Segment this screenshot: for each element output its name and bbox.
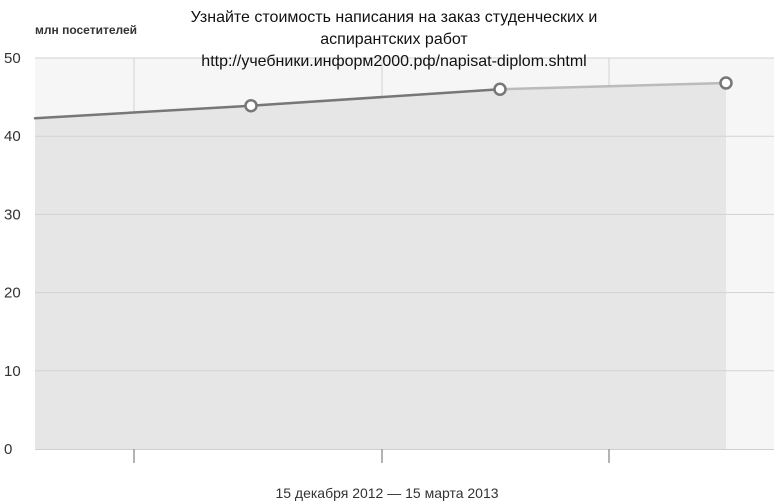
x-axis-caption: 15 декабря 2012 — 15 марта 2013 (275, 485, 498, 501)
y-axis-tick-labels: 0 10 20 30 40 50 (4, 50, 21, 458)
series-area (35, 83, 726, 450)
y-tick-label-30: 30 (4, 206, 21, 223)
series-line-segment-1 (249, 88, 502, 107)
banner-line-1: Узнайте стоимость написания на заказ сту… (191, 9, 598, 26)
y-tick-label-20: 20 (4, 285, 21, 302)
banner-line-2: аспирантских работ (320, 31, 468, 48)
series-line-segment-2 (498, 81, 728, 91)
y-tick-label-0: 0 (4, 441, 12, 458)
y-tick-label-10: 10 (4, 363, 21, 380)
series-markers (244, 76, 733, 113)
data-point-1 (244, 98, 258, 113)
series-lines (33, 81, 728, 120)
data-point-3 (719, 76, 733, 90)
y-tick-label-50: 50 (4, 50, 21, 67)
series-line-segment-0 (33, 104, 253, 120)
x-axis-tick-marks (133, 449, 610, 463)
banner-link[interactable]: http://учебники.информ2000.рф/napisat-di… (201, 53, 586, 70)
horizontal-gridlines (35, 57, 774, 372)
data-point-2 (493, 82, 507, 97)
banner-line-3[interactable]: http://учебники.информ2000.рф/napisat-di… (201, 53, 586, 70)
y-axis-unit-label: млн посетителей (35, 23, 137, 37)
y-tick-label-40: 40 (4, 128, 21, 145)
